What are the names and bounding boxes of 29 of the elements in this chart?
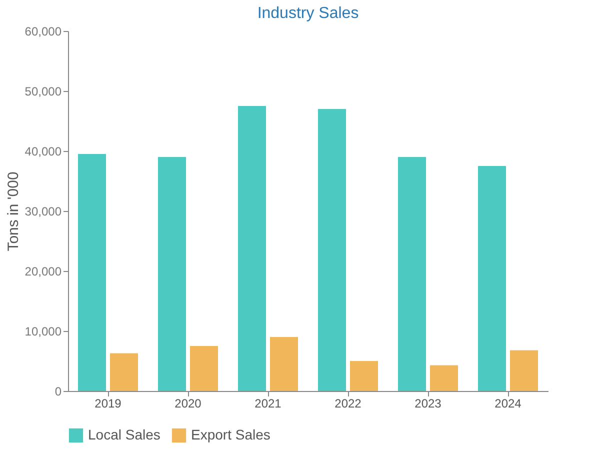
bar [190,346,218,391]
bar [110,353,138,391]
bar [78,154,106,391]
bar [270,337,298,391]
bar [398,157,426,391]
legend-label: Local Sales [88,426,160,442]
y-tick-label: 50,000 [24,84,62,98]
x-tick-label: 2023 [414,396,442,410]
bar [158,157,186,391]
y-tick-label: 40,000 [24,144,62,158]
bar [350,361,378,391]
x-tick-label: 2024 [494,396,522,410]
y-tick-label: 60,000 [24,24,62,38]
y-tick-label: 30,000 [24,204,62,218]
legend-label: Export Sales [191,426,270,442]
chart-title: Industry Sales [257,5,359,22]
x-tick-label: 2021 [254,396,282,410]
x-tick-label: 2019 [94,396,122,410]
x-tick-label: 2020 [174,396,202,410]
bar [318,109,346,391]
bar [478,166,506,391]
y-tick-label: 0 [54,384,62,398]
y-tick-label: 20,000 [24,264,62,278]
y-axis-title: Tons in '000 [4,172,22,252]
bar [510,350,538,391]
bar [238,106,266,391]
y-tick-label: 10,000 [24,324,62,338]
bar [430,365,458,391]
x-tick-label: 2022 [334,396,362,410]
